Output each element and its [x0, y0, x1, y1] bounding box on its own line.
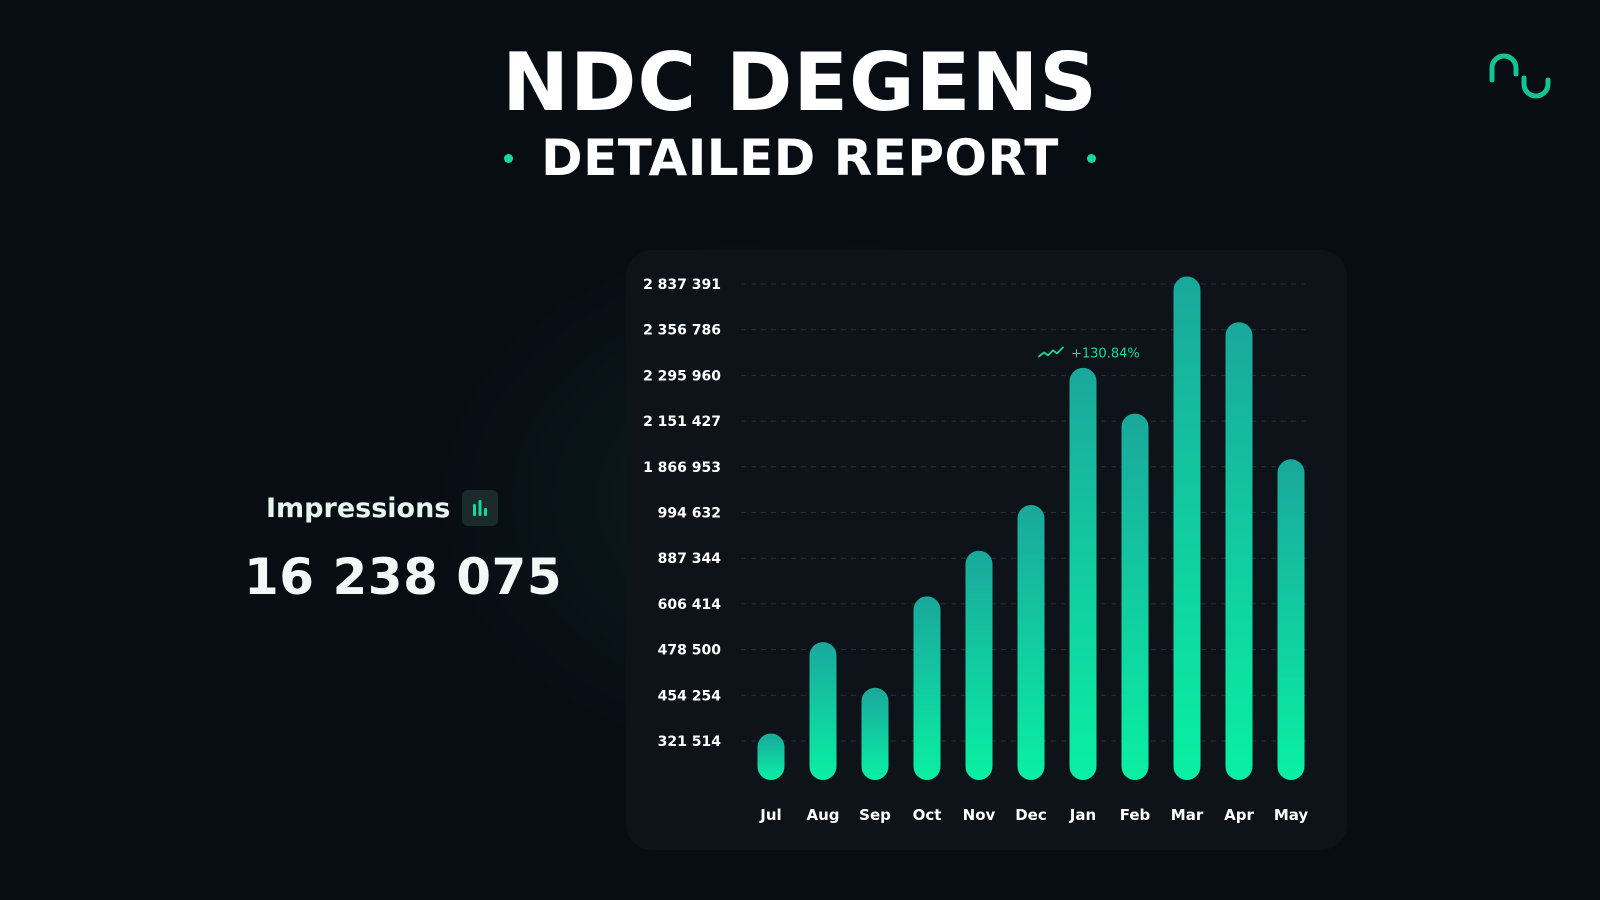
bar-sep	[861, 687, 889, 780]
x-tick-label: Mar	[1171, 806, 1204, 824]
y-tick-label: 606 414	[658, 597, 722, 613]
y-axis: 2 837 391 2 356 786 2 295 960 2 151 427 1 86…	[643, 277, 721, 750]
impressions-bar-chart: 2 837 391 2 356 786 2 295 960 2 151 427 1 86…	[643, 276, 1308, 824]
bar-chart-icon	[462, 490, 499, 526]
bar-aug	[809, 642, 837, 780]
y-tick-label: 887 344	[658, 551, 722, 567]
page-title: NDC DEGENS	[502, 36, 1098, 129]
x-tick-label: Sep	[859, 806, 891, 824]
bar-jul	[757, 733, 785, 780]
bar-nov	[965, 550, 993, 780]
y-tick-label: 2 295 960	[643, 368, 721, 384]
y-tick-label: 2 356 786	[643, 323, 721, 339]
y-tick-label: 2 837 391	[643, 277, 721, 293]
bar-mar	[1173, 276, 1201, 780]
bar-apr	[1225, 322, 1253, 780]
subtitle-row: DETAILED REPORT	[0, 128, 1600, 188]
bar-may	[1277, 459, 1305, 780]
x-tick-label: Aug	[806, 806, 839, 824]
kpi-label: Impressions	[266, 492, 451, 524]
x-tick-label: Apr	[1224, 806, 1254, 824]
x-axis: Jul Aug Sep Oct Nov Dec Jan Feb Mar Apr May	[759, 806, 1308, 824]
chart-bars	[757, 276, 1305, 780]
y-tick-label: 321 514	[658, 734, 722, 750]
x-tick-label: May	[1274, 806, 1309, 824]
kpi-value: 16 238 075	[244, 548, 563, 606]
x-tick-label: Oct	[913, 806, 942, 824]
y-tick-label: 2 151 427	[643, 414, 721, 430]
subtitle-dot-right	[1086, 153, 1096, 163]
bar-feb	[1121, 413, 1149, 780]
bar-jan	[1069, 367, 1097, 780]
brand-logo-icon	[1489, 53, 1551, 99]
x-tick-label: Nov	[963, 806, 996, 824]
x-tick-label: Feb	[1120, 806, 1151, 824]
y-tick-label: 1 866 953	[643, 460, 721, 476]
x-tick-label: Jul	[759, 806, 781, 824]
page-subtitle: DETAILED REPORT	[541, 129, 1059, 187]
y-tick-label: 994 632	[658, 506, 721, 522]
bar-oct	[913, 596, 941, 780]
bar-dec	[1017, 505, 1045, 780]
annotation-label: +130.84%	[1071, 346, 1140, 361]
y-tick-label: 478 500	[658, 643, 722, 659]
kpi-header: Impressions	[266, 490, 499, 526]
chart-annotation: +130.84%	[1038, 346, 1140, 361]
y-tick-label: 454 254	[658, 688, 722, 704]
x-tick-label: Jan	[1069, 806, 1096, 824]
subtitle-dot-left	[504, 153, 514, 163]
x-tick-label: Dec	[1015, 806, 1047, 824]
trend-up-icon	[1038, 346, 1064, 358]
